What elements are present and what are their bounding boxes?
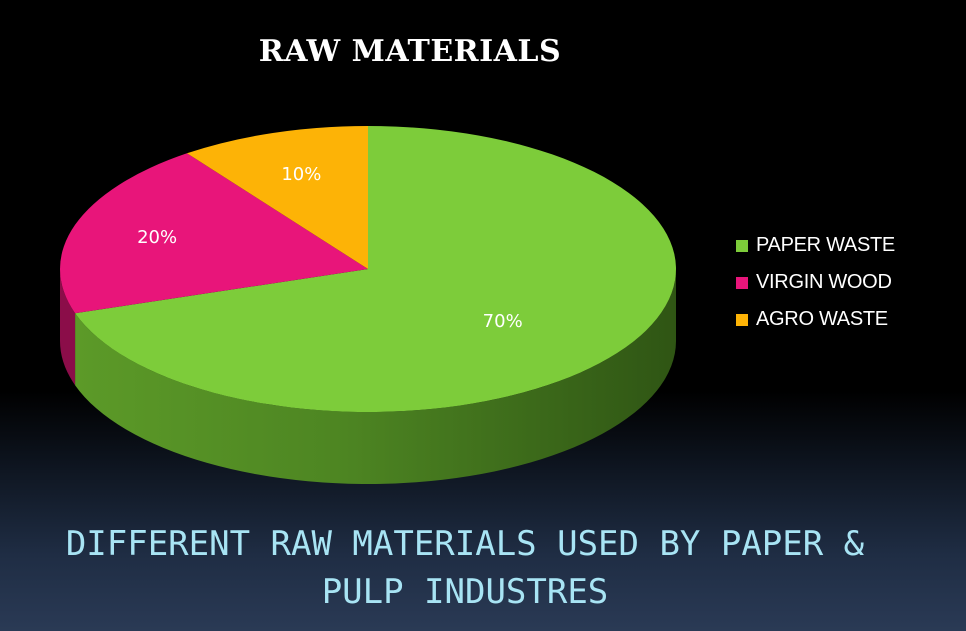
legend-label: VIRGIN WOOD <box>756 271 892 293</box>
legend-label: AGRO WASTE <box>756 308 888 330</box>
legend-swatch <box>736 239 748 252</box>
pie-slice-virgin-wood <box>60 153 369 314</box>
pie-slice-paper-waste <box>75 126 677 413</box>
data-label-virgin-wood: 20% <box>137 227 177 248</box>
pie-slice-agro-waste <box>186 126 368 269</box>
caption-line-1: DIFFERENT RAW MATERIALS USED BY PAPER & <box>65 524 865 564</box>
legend: PAPER WASTE VIRGIN WOOD AGRO WASTE <box>736 227 895 338</box>
pie-side-paper-waste <box>75 269 677 484</box>
legend-swatch <box>736 276 748 289</box>
data-label-agro-waste: 10% <box>281 164 321 185</box>
legend-item-paper-waste: PAPER WASTE <box>736 227 895 264</box>
legend-item-virgin-wood: VIRGIN WOOD <box>736 264 895 301</box>
chart-title: RAW MATERIALS <box>258 34 562 69</box>
legend-swatch <box>736 313 748 326</box>
data-label-paper-waste: 70% <box>483 311 523 332</box>
legend-label: PAPER WASTE <box>756 234 895 256</box>
slide-caption: DIFFERENT RAW MATERIALS USED BY PAPER & … <box>0 520 930 616</box>
caption-line-2: PULP INDUSTRES <box>321 572 609 612</box>
pie-side-virgin-wood <box>60 269 76 386</box>
legend-item-agro-waste: AGRO WASTE <box>736 301 895 338</box>
